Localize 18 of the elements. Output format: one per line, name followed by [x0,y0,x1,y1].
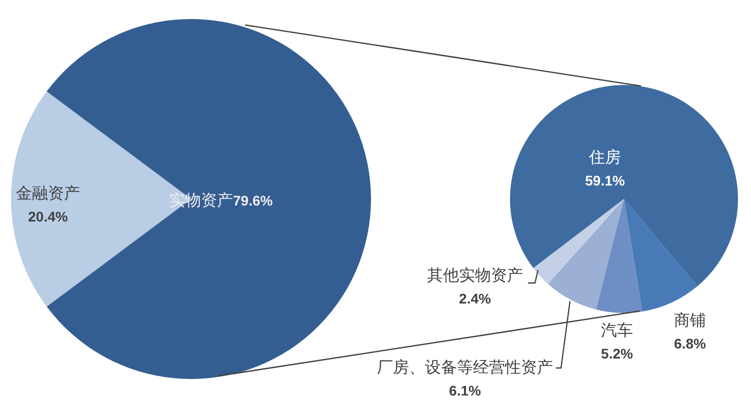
slice-label: 厂房、设备等经营性资产 [377,358,553,376]
pie-slice [624,199,698,312]
data-label: 5.2% [601,346,634,362]
data-label: 6.8% [674,336,706,352]
pie-slice [533,199,624,284]
slice-label: 住房 [588,148,621,166]
data-label: 79.6% [233,192,274,208]
slice-label: 实物资产 [169,192,233,210]
data-label: 59.1% [585,172,626,188]
data-label: 20.4% [28,208,68,224]
data-label: 2.4% [459,290,492,306]
data-label: 6.1% [449,382,482,398]
slice-label: 其他实物资产 [427,266,523,284]
pie-slice [596,199,642,313]
slice-label: 金融资产 [16,184,80,202]
pie-slice [548,199,624,310]
slice-label: 商铺 [674,312,706,330]
slice-label: 汽车 [601,322,633,340]
